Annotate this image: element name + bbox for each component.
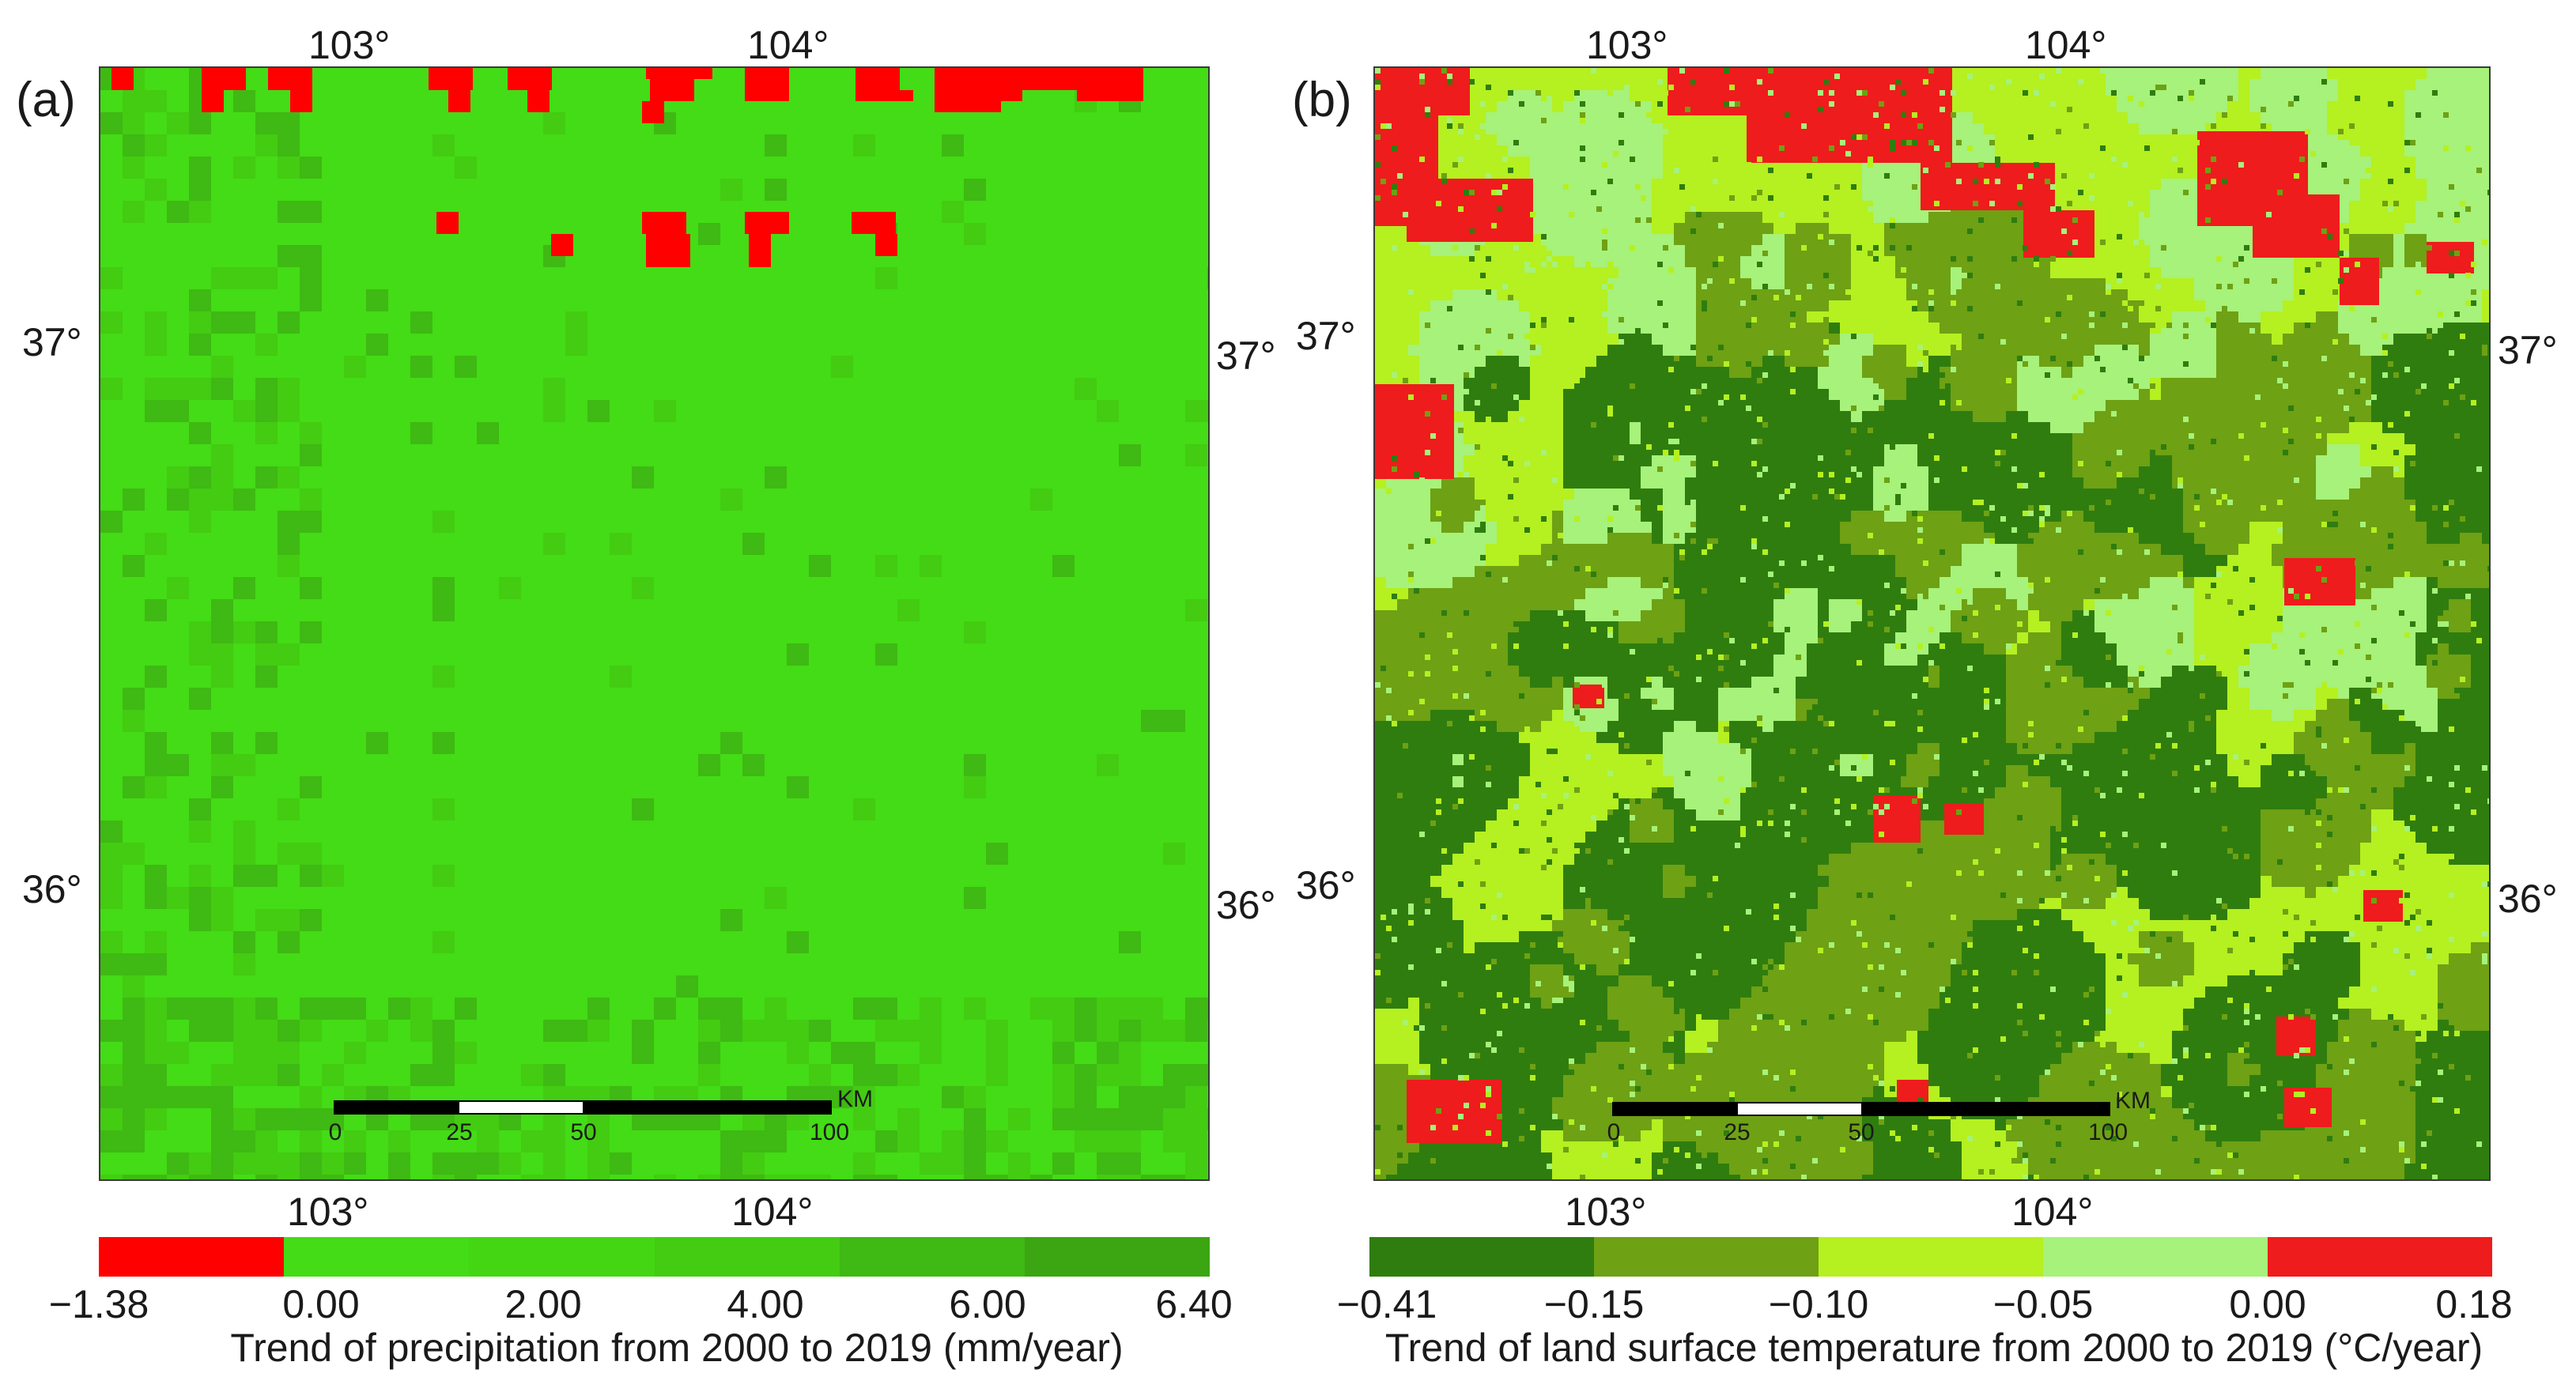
colorbar-tick: 6.00 bbox=[949, 1282, 1026, 1326]
colorbar-title: Trend of land surface temperature from 2… bbox=[1384, 1326, 2483, 1370]
colorbar-tick: −1.38 bbox=[48, 1282, 149, 1326]
colorbar-class-4 bbox=[2268, 1237, 2492, 1277]
scale-bar-label-25: 25 bbox=[1724, 1119, 1751, 1145]
colorbar-tick: 0.18 bbox=[2435, 1282, 2513, 1326]
colorbar-class-2 bbox=[469, 1237, 655, 1277]
colorbar-class-4 bbox=[839, 1237, 1025, 1277]
scale-bar-unit: KM bbox=[2115, 1088, 2151, 1114]
left-lat-label-36: 36° bbox=[22, 867, 82, 911]
scale-bar-label-100: 100 bbox=[2087, 1119, 2128, 1145]
panel-precipitation: (a) 103° 104° 37° 36° 37° 36° 0 25 50 10… bbox=[16, 23, 1276, 1370]
colorbar-tick: 6.40 bbox=[1155, 1282, 1233, 1326]
bottom-lon-label-104: 104° bbox=[731, 1190, 814, 1234]
colorbar-class-1 bbox=[284, 1237, 470, 1277]
precipitation-colorbar bbox=[99, 1237, 1211, 1277]
top-lon-label-103: 103° bbox=[1586, 23, 1668, 67]
bottom-lon-label-103: 103° bbox=[1565, 1190, 1647, 1234]
right-lat-label-36: 36° bbox=[1216, 883, 1276, 927]
right-lat-label-37: 37° bbox=[1216, 334, 1276, 378]
lst-trend-map: 0 25 50 100 KM bbox=[1373, 66, 2491, 1181]
colorbar-title: Trend of precipitation from 2000 to 2019… bbox=[230, 1326, 1124, 1370]
colorbar-tick: 0.00 bbox=[282, 1282, 360, 1326]
scale-bar-label-50: 50 bbox=[570, 1119, 597, 1145]
left-lat-label-37: 37° bbox=[22, 320, 82, 364]
scale-bar-unit: KM bbox=[837, 1086, 873, 1112]
lst-raster bbox=[1375, 68, 2489, 1179]
left-lat-label-36: 36° bbox=[1296, 863, 1356, 907]
colorbar-class-3 bbox=[654, 1237, 840, 1277]
bottom-lon-label-104: 104° bbox=[2011, 1190, 2094, 1234]
scale-bar-label-100: 100 bbox=[809, 1119, 850, 1145]
precipitation-trend-map: 0 25 50 100 KM bbox=[99, 66, 1210, 1181]
colorbar-class-0 bbox=[99, 1237, 285, 1277]
scale-bar-label-0: 0 bbox=[1607, 1119, 1621, 1145]
colorbar-tick: −0.15 bbox=[1543, 1282, 1645, 1326]
colorbar-tick: −0.05 bbox=[1992, 1282, 2094, 1326]
colorbar-tick: 0.00 bbox=[2229, 1282, 2306, 1326]
panel-label: (b) bbox=[1292, 73, 1352, 127]
top-lon-label-103: 103° bbox=[308, 23, 391, 67]
precipitation-raster bbox=[100, 68, 1208, 1179]
colorbar-tick: −0.10 bbox=[1768, 1282, 1869, 1326]
top-lon-label-104: 104° bbox=[2025, 23, 2107, 67]
colorbar-tick: 2.00 bbox=[504, 1282, 582, 1326]
colorbar-class-2 bbox=[1819, 1237, 2043, 1277]
right-lat-label-37: 37° bbox=[2498, 328, 2558, 372]
colorbar-class-3 bbox=[2043, 1237, 2268, 1277]
colorbar-class-1 bbox=[1594, 1237, 1819, 1277]
panel-land-surface-temperature: (b) 103° 104° 37° 36° 37° 36° 0 25 50 10… bbox=[1288, 0, 2576, 1392]
scale-bar bbox=[334, 1100, 832, 1115]
colorbar-class-5 bbox=[1024, 1237, 1211, 1277]
top-lon-label-104: 104° bbox=[747, 23, 829, 67]
scale-bar-label-50: 50 bbox=[1848, 1119, 1875, 1145]
scale-bar-label-0: 0 bbox=[328, 1119, 342, 1145]
colorbar-class-0 bbox=[1369, 1237, 1594, 1277]
scale-bar bbox=[1612, 1102, 2110, 1116]
right-lat-label-36: 36° bbox=[2498, 877, 2558, 921]
left-lat-label-37: 37° bbox=[1296, 314, 1356, 358]
colorbar-tick: 4.00 bbox=[727, 1282, 804, 1326]
panel-label: (a) bbox=[16, 73, 76, 127]
lst-colorbar bbox=[1369, 1237, 2492, 1277]
colorbar-tick: −0.41 bbox=[1336, 1282, 1437, 1326]
bottom-lon-label-103: 103° bbox=[287, 1190, 369, 1234]
scale-bar-label-25: 25 bbox=[446, 1119, 473, 1145]
